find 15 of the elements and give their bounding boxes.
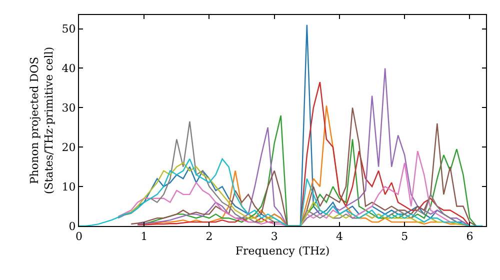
x-tick-label: 5 [401,230,408,244]
y-tick-label: 0 [68,220,76,233]
x-tick-label: 2 [206,230,213,244]
x-tick-label: 4 [336,230,343,244]
y-tick-label: 20 [62,140,76,154]
y-tick-label: 40 [62,62,76,76]
x-tick-label: 6 [466,230,474,244]
x-tick-label: 1 [140,230,148,244]
y-tick-label: 50 [62,22,76,36]
line-series [79,158,484,226]
y-tick-label: 30 [62,102,76,115]
y-axis-title: Phonon projected DOS (States/THz·primitive cell) [28,46,56,194]
y-tick-label: 10 [62,180,76,194]
x-axis-title: Frequency (THz) [235,244,330,258]
x-tick-label: 3 [270,230,278,244]
